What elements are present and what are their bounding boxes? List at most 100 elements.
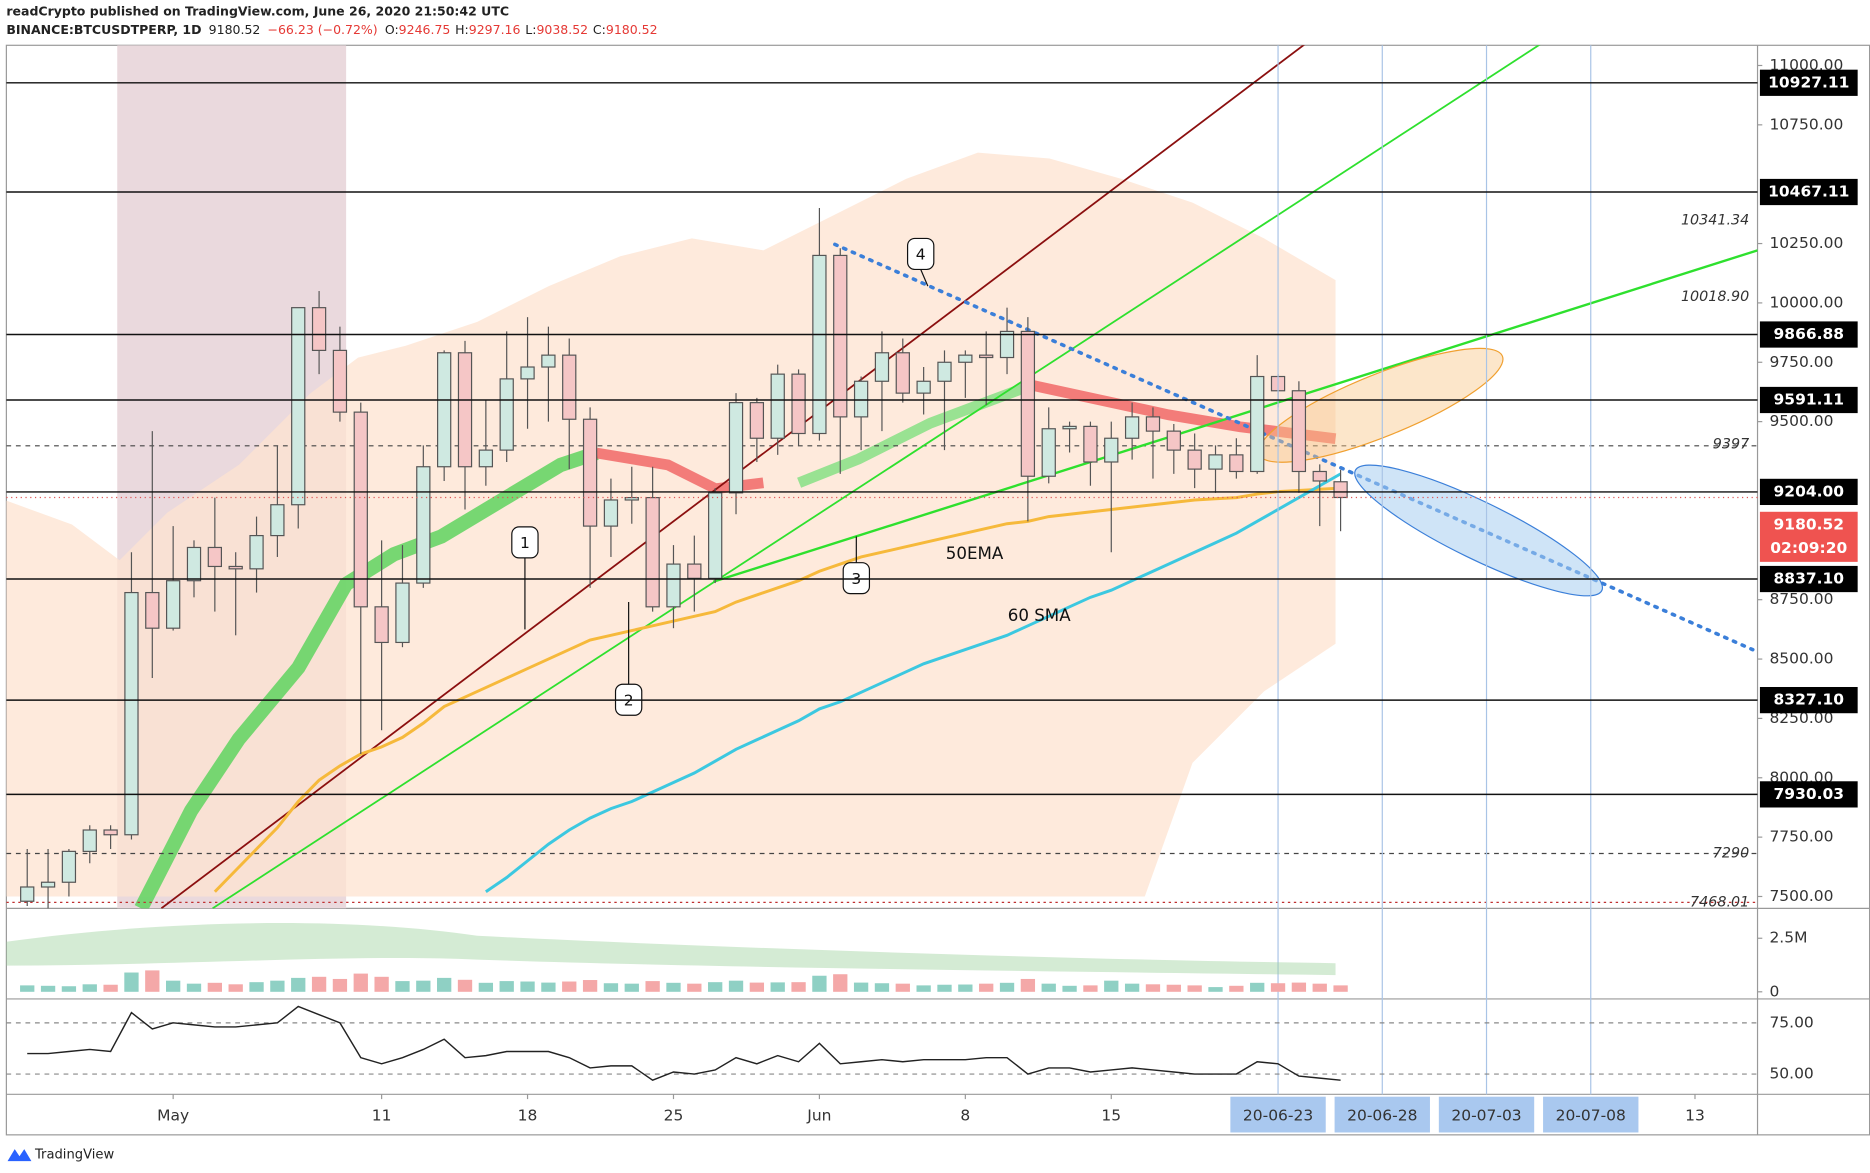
volume-bar [61, 986, 77, 992]
publisher: readCrypto published on TradingView.com,… [6, 3, 509, 18]
y-tick-label: 10000.00 [1769, 293, 1843, 311]
volume-bar [291, 977, 306, 992]
volume-bar [1083, 985, 1098, 992]
candle-body [1208, 454, 1223, 470]
candle-body [249, 534, 264, 570]
overlay-label: 60 SMA [1008, 606, 1071, 625]
y-tick-label: 11000.00 [1769, 56, 1843, 74]
volume-bar [499, 981, 514, 992]
volume-bar [603, 983, 619, 992]
volume-bar [395, 981, 410, 992]
candle-body [165, 580, 181, 629]
trend-line [712, 249, 1758, 583]
candle-body [833, 254, 848, 418]
volume-bar [1187, 985, 1202, 992]
volume-bar [728, 980, 744, 992]
volume-bar [1291, 982, 1307, 992]
candle-body [1104, 437, 1119, 463]
candle-body [437, 352, 452, 468]
volume-bar [562, 981, 577, 992]
candle-body [457, 352, 473, 468]
candle-body [1291, 390, 1307, 473]
candle-body [499, 378, 514, 451]
rsi-line [27, 1005, 1341, 1081]
volume-bar [895, 983, 910, 992]
x-tick-label: 20-06-23 [1243, 1106, 1313, 1124]
price-note: 7468.01 [1690, 894, 1749, 910]
volume-bar [1124, 983, 1140, 992]
rsi-tick-label: 50.00 [1769, 1065, 1813, 1083]
y-tick-label: 10250.00 [1769, 234, 1843, 252]
callout-pointer [920, 269, 929, 287]
volume-bar [749, 982, 765, 992]
level-box [1759, 386, 1858, 414]
callout-text: 4 [916, 246, 926, 264]
volume-bar [853, 982, 869, 992]
level-label: 10467.11 [1768, 183, 1849, 201]
o-value: 9246.75 [399, 21, 451, 36]
c-label: C: [593, 21, 606, 36]
candle-body [270, 504, 285, 537]
callout-box [906, 237, 935, 271]
candle-body [1145, 416, 1161, 432]
x-tick-box [1230, 1096, 1326, 1133]
volume-bar [1229, 985, 1244, 992]
y-tick-label: 7750.00 [1769, 828, 1833, 846]
volume-bar [437, 977, 452, 992]
volume-bar [666, 982, 681, 992]
candle-body [958, 354, 973, 363]
overlay-line [485, 472, 1342, 893]
countdown: 02:09:20 [1770, 539, 1847, 557]
overlay-label: 50EMA [946, 544, 1004, 563]
x-tick-box [1438, 1096, 1535, 1133]
volume-bar [812, 975, 827, 992]
volume-bar [353, 973, 368, 992]
y-tick-label: 7500.00 [1769, 887, 1833, 905]
level-label: 8837.10 [1774, 570, 1845, 588]
h-label: H: [455, 21, 469, 36]
y-tick-label: 9750.00 [1769, 353, 1833, 371]
candle-body [874, 352, 890, 382]
level-box [1759, 565, 1858, 593]
volume-bar [332, 978, 348, 992]
level-label: 7930.03 [1774, 785, 1845, 803]
candle-body [20, 886, 35, 902]
candle-body [228, 565, 243, 570]
volume-bar [916, 985, 931, 992]
volume-bar [624, 983, 639, 992]
candle-body [1062, 425, 1077, 430]
candle-body [416, 466, 431, 584]
candle-body [145, 591, 160, 629]
candle-body [749, 402, 765, 439]
symbol: BINANCE:BTCUSDTPERP, 1D [6, 21, 201, 36]
volume-bar [1166, 984, 1181, 992]
level-box [1759, 321, 1858, 348]
candle-body [207, 546, 222, 568]
volume-bar [1104, 980, 1119, 992]
brand: TradingView [34, 1148, 114, 1163]
volume-bar [791, 982, 806, 992]
x-tick-label: 15 [1101, 1106, 1121, 1124]
x-tick-label: 11 [372, 1106, 392, 1124]
volume-bar [103, 984, 118, 992]
h-value: 9297.16 [469, 21, 521, 36]
volume-bar [457, 979, 473, 992]
volume-band [6, 923, 1336, 976]
candle-body [374, 606, 389, 644]
level-label: 8327.10 [1774, 691, 1845, 709]
l-label: L: [525, 21, 536, 36]
volume-bar [1312, 983, 1327, 992]
volume-bar [541, 982, 556, 992]
level-label: 9204.00 [1774, 482, 1845, 500]
volume-bar [770, 982, 785, 992]
candle-body [82, 829, 97, 852]
y-tick-label: 8250.00 [1769, 709, 1833, 727]
volume-bar [687, 983, 702, 992]
y-tick-label: 9500.00 [1769, 412, 1833, 430]
l-value: 9038.52 [536, 21, 588, 36]
candle-body [895, 352, 910, 394]
candle-body [791, 373, 806, 435]
candle-body [1333, 481, 1348, 499]
x-tick-label: 25 [664, 1106, 684, 1124]
x-tick-label: 13 [1685, 1106, 1705, 1124]
